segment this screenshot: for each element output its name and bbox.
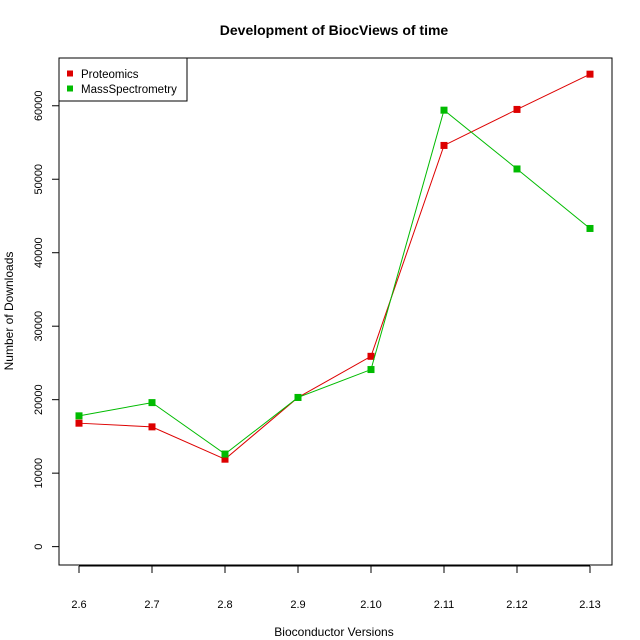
chart-title: Development of BiocViews of time bbox=[220, 22, 449, 38]
y-tick-label: 10000 bbox=[33, 458, 45, 489]
legend: Proteomics MassSpectrometry bbox=[58, 57, 188, 102]
data-point-massspectrometry bbox=[221, 450, 229, 458]
data-point-proteomics bbox=[367, 352, 375, 360]
y-axis-label: Number of Downloads bbox=[2, 252, 16, 371]
data-point-massspectrometry bbox=[440, 106, 448, 114]
data-point-massspectrometry bbox=[586, 224, 594, 232]
legend-label: Proteomics bbox=[81, 69, 139, 81]
series-massspectrometry bbox=[75, 106, 594, 458]
y-tick-label: 60000 bbox=[33, 90, 45, 121]
y-tick-label: 40000 bbox=[33, 237, 45, 268]
legend-swatch bbox=[67, 85, 73, 92]
y-tick-label: 20000 bbox=[33, 384, 45, 415]
data-point-proteomics bbox=[75, 419, 83, 427]
legend-label: MassSpectrometry bbox=[81, 84, 177, 96]
data-point-proteomics bbox=[148, 423, 156, 431]
data-point-massspectrometry bbox=[294, 393, 302, 401]
data-point-massspectrometry bbox=[148, 399, 156, 407]
x-tick-label: 2.8 bbox=[217, 599, 232, 611]
data-point-proteomics bbox=[440, 141, 448, 149]
y-tick-label: 30000 bbox=[33, 311, 45, 342]
x-tick-label: 2.12 bbox=[506, 599, 527, 611]
y-tick-label: 50000 bbox=[33, 164, 45, 195]
series-proteomics bbox=[75, 70, 594, 463]
data-point-proteomics bbox=[221, 455, 229, 463]
data-point-proteomics bbox=[586, 70, 594, 78]
legend-swatch bbox=[67, 70, 73, 77]
x-tick-label: 2.10 bbox=[360, 599, 381, 611]
plot-frame bbox=[58, 57, 613, 566]
x-axis: 2.6 2.7 2.8 2.9 2.10 2.11 2.12 2.13 bbox=[71, 565, 601, 611]
x-tick-label: 2.6 bbox=[71, 599, 86, 611]
x-tick-label: 2.13 bbox=[579, 599, 600, 611]
x-tick-label: 2.7 bbox=[144, 599, 159, 611]
data-point-massspectrometry bbox=[513, 165, 521, 173]
legend-box bbox=[58, 57, 188, 102]
series-layer bbox=[75, 70, 594, 463]
x-tick-label: 2.9 bbox=[290, 599, 305, 611]
y-tick-label: 0 bbox=[33, 544, 45, 550]
x-tick-label: 2.11 bbox=[434, 599, 455, 611]
series-line-proteomics bbox=[78, 73, 591, 460]
data-point-proteomics bbox=[513, 105, 521, 113]
y-axis: 0 10000 20000 30000 40000 50000 60000 bbox=[33, 90, 60, 550]
x-axis-label: Bioconductor Versions bbox=[274, 625, 393, 639]
data-point-massspectrometry bbox=[367, 366, 375, 374]
series-line-massspectrometry bbox=[78, 109, 591, 455]
data-point-massspectrometry bbox=[75, 412, 83, 420]
